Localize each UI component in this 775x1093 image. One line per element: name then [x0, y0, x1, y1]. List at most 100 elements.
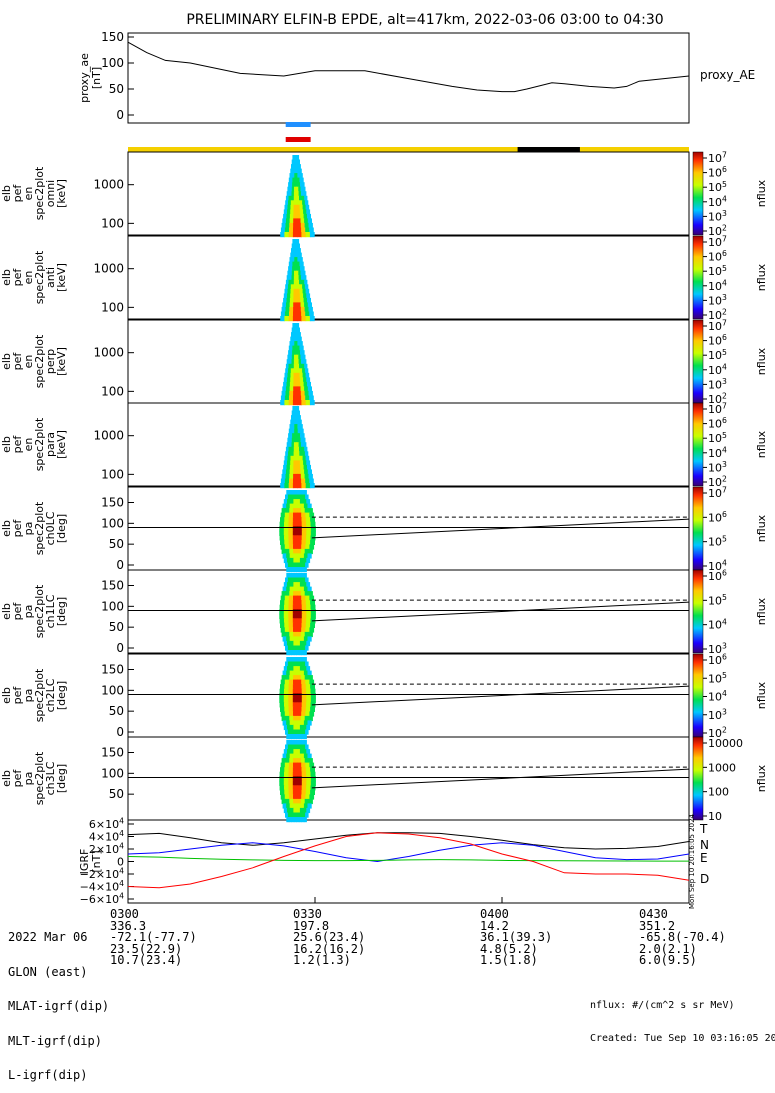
spectrogram-cell [299, 336, 302, 342]
spectrogram-cell [303, 749, 307, 755]
footer-label: 2022 Mar 06 [8, 930, 88, 944]
spectrogram-cell [306, 666, 311, 672]
spectrogram-cell [295, 261, 299, 267]
spectrogram-cell [296, 239, 299, 245]
spectrogram-cell [310, 789, 315, 795]
spectrogram-cell [302, 266, 305, 272]
spectrogram-cell [303, 377, 307, 383]
spectrogram-cell [292, 684, 298, 690]
spectrogram-cell [308, 675, 313, 681]
spectrogram-cell [287, 562, 292, 568]
spectrogram-ytick-label: 150 [101, 579, 124, 593]
spectrogram-cell [298, 266, 301, 272]
spectrogram-cell [303, 753, 309, 759]
spectrogram-cell [283, 526, 289, 532]
spectrogram-cell [292, 159, 295, 165]
spectrogram-cell [298, 159, 300, 165]
spectrogram-cell [291, 424, 294, 430]
spectrogram-cell [303, 275, 307, 281]
spectrogram-panel-frame [127, 486, 690, 571]
spectrogram-cell [305, 684, 311, 690]
spectrogram-cell [302, 812, 306, 818]
spectrogram-cell [306, 530, 312, 536]
spectrogram-cell [296, 657, 300, 663]
spectrogram-cell [284, 679, 290, 685]
spectrogram-cell [302, 744, 306, 750]
spectrogram-cell [285, 195, 290, 201]
spectrogram-cell [285, 508, 290, 514]
spectrogram-cell [303, 557, 307, 564]
spectrogram-cell [288, 604, 294, 610]
spectrogram-cell [296, 209, 301, 215]
spectrogram-cell [309, 478, 314, 484]
spectrogram-cell [289, 442, 293, 448]
spectrogram-cell [284, 539, 290, 545]
spectrogram-cell [298, 332, 300, 338]
spectrogram-cell [301, 706, 307, 712]
spectrogram-cell [300, 386, 305, 392]
spectrogram-cell [287, 455, 292, 461]
spectrogram-cell [293, 740, 297, 746]
spectrogram-cell [293, 213, 298, 220]
spectrogram-cell [284, 684, 290, 690]
spectrogram-cell [300, 182, 303, 188]
colorbar [692, 653, 704, 738]
shadow-bar [517, 147, 580, 152]
spectrogram-cell [300, 213, 305, 220]
spectrogram-cell [308, 798, 313, 805]
spectrogram-cell [286, 213, 291, 220]
spectrogram-cell [298, 419, 301, 425]
spectrogram-cell [290, 451, 295, 457]
spectrogram-cell [290, 345, 293, 351]
spectrogram-cell [296, 386, 302, 392]
spectrogram-cell [285, 631, 290, 638]
spectrogram-cell [296, 817, 300, 823]
spectrogram-cell [300, 675, 306, 681]
spectrogram-cell [286, 586, 291, 592]
spectrogram-cell [287, 557, 291, 564]
spectrogram-cell [299, 557, 304, 564]
spectrogram-cell [293, 749, 298, 755]
spectrogram-cell [296, 248, 299, 254]
spectrogram-cell [281, 591, 286, 597]
spectrogram-cell [300, 548, 306, 555]
spectrogram-cell [296, 284, 300, 290]
colorbar-tick-label: 102 [708, 392, 727, 406]
spectrogram-cell [285, 363, 290, 369]
spectrogram-cell [296, 650, 300, 656]
spectrogram-cell [296, 182, 299, 188]
colorbar-tick-label: 104 [708, 278, 727, 292]
spectrogram-cell [285, 562, 289, 568]
spectrogram-cell [293, 239, 296, 245]
spectrogram-cell [292, 248, 294, 254]
spectrogram-cell [290, 368, 295, 374]
spectrogram-cell [293, 368, 297, 374]
footer-value: 0430 [639, 907, 668, 921]
spectrogram-cell [285, 758, 290, 764]
spectrogram-cell [307, 381, 311, 388]
spectrogram-cell [289, 311, 294, 317]
spectrogram-cell [309, 227, 314, 233]
spectrogram-cell [304, 200, 309, 206]
spectrogram-ytick-label: 100 [101, 516, 124, 530]
colorbar-unit: nflux [755, 764, 768, 792]
spectrogram-cell [297, 159, 299, 165]
spectrogram-cell [293, 302, 298, 308]
spectrogram-cell [288, 182, 291, 188]
spectrogram-cell [292, 410, 295, 416]
spectrogram-cell [284, 512, 290, 518]
spectrogram-cell [298, 437, 302, 443]
spectrogram-cell [300, 631, 306, 638]
spectrogram-cell [285, 661, 289, 667]
spectrogram-cell [293, 753, 298, 759]
spectrogram-cell [301, 817, 305, 823]
spectrogram-cell [285, 306, 290, 313]
footer-value: 10.7(23.4) [110, 953, 183, 967]
spectrogram-cell [288, 794, 294, 800]
spectrogram-cell [305, 539, 311, 545]
spectrogram-cell [286, 218, 291, 224]
spectrogram-cell [301, 600, 307, 606]
spectrogram-cell [284, 771, 289, 777]
spectrogram-cell [306, 604, 312, 610]
spectrogram-cell [294, 182, 297, 188]
